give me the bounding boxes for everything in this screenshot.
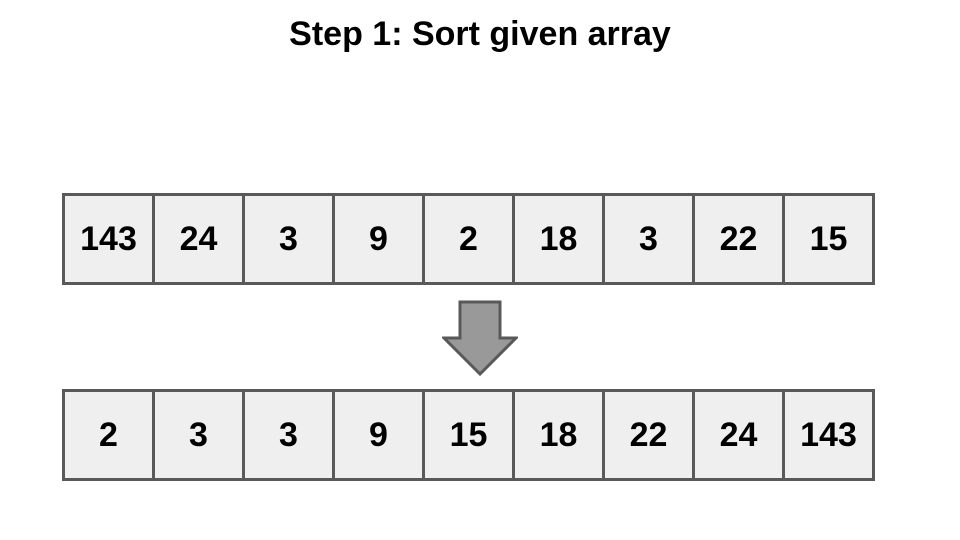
input-array-cell: 22 <box>692 193 785 285</box>
page-title: Step 1: Sort given array <box>289 15 671 53</box>
sorted-array-cell: 9 <box>332 389 425 481</box>
sorted-array-cell: 22 <box>602 389 695 481</box>
sorted-array-cell: 2 <box>62 389 155 481</box>
input-array-cell: 3 <box>602 193 695 285</box>
sorted-array-cell: 143 <box>782 389 875 481</box>
input-array: 143 24 3 9 2 18 3 22 15 <box>62 193 898 285</box>
sorted-array-cell: 3 <box>242 389 335 481</box>
sorted-array: 2 3 3 9 15 18 22 24 143 <box>62 389 898 481</box>
sorted-array-cell: 24 <box>692 389 785 481</box>
sorted-array-cell: 18 <box>512 389 605 481</box>
input-array-cell: 2 <box>422 193 515 285</box>
sorted-array-cell: 3 <box>152 389 245 481</box>
input-array-cell: 15 <box>782 193 875 285</box>
input-array-cell: 18 <box>512 193 605 285</box>
input-array-cell: 3 <box>242 193 335 285</box>
input-array-cell: 24 <box>152 193 245 285</box>
input-array-cell: 9 <box>332 193 425 285</box>
input-array-cell: 143 <box>62 193 155 285</box>
sorted-array-cell: 15 <box>422 389 515 481</box>
down-arrow-icon <box>442 300 518 376</box>
